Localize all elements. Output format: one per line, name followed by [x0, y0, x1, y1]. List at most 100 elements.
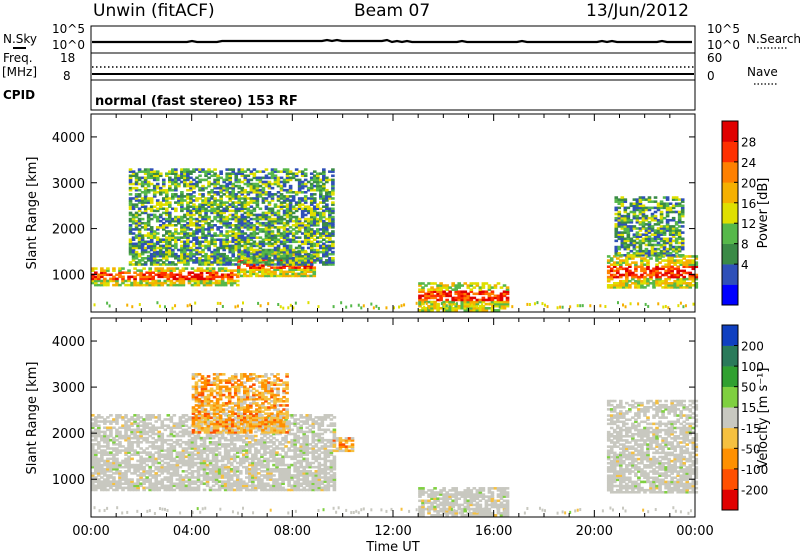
echo-cell [668, 233, 673, 236]
echo-cell [124, 420, 128, 423]
echo-cell [303, 250, 308, 254]
echo-cell [623, 241, 628, 245]
echo-cell [276, 244, 281, 248]
echo-cell [161, 180, 166, 184]
echo-cell [615, 281, 620, 285]
echo-cell [219, 230, 223, 233]
echo-cell [267, 221, 272, 225]
echo-cell [243, 188, 248, 192]
echo-cell [276, 232, 281, 235]
echo-cell [148, 459, 152, 463]
echo-cell [652, 269, 656, 273]
echo-cell [193, 443, 198, 446]
echo-cell [617, 237, 622, 241]
echo-cell [231, 224, 236, 227]
echo-cell [676, 269, 680, 273]
echo-cell [614, 229, 619, 232]
echo-cell [137, 176, 142, 180]
echo-cell [306, 257, 311, 260]
echo-cell [671, 196, 676, 199]
echo-cell [94, 472, 98, 475]
echo-cell [189, 221, 193, 225]
echo-cell [300, 257, 305, 260]
echo-cell [161, 182, 166, 186]
echo-cell [180, 224, 184, 227]
echo-cell [146, 221, 151, 225]
echo-cell [140, 246, 145, 250]
echo-cell [255, 188, 260, 192]
echo-cell [201, 226, 205, 229]
echo-cell [124, 434, 128, 438]
echo-cell [682, 271, 687, 275]
echo-cell [273, 266, 277, 269]
echo-cell [169, 484, 174, 488]
echo-cell [291, 205, 296, 208]
echo-cell [149, 201, 154, 204]
echo-cell [460, 292, 465, 296]
echo-cell [609, 269, 614, 273]
echo-cell [175, 461, 180, 465]
echo-cell [505, 286, 510, 289]
echo-cell [121, 445, 125, 448]
echo-cell [139, 467, 143, 471]
echo-cell [142, 482, 146, 486]
echo-cell [97, 414, 101, 417]
echo-cell [196, 281, 201, 285]
echo-cell [628, 286, 632, 289]
echo-cell [205, 432, 210, 436]
echo-cell [234, 236, 239, 239]
echo-cell [210, 209, 214, 213]
echo-cell [647, 241, 652, 245]
echo-cell [139, 275, 143, 279]
echo-cell [146, 172, 151, 175]
echo-cell [294, 259, 299, 262]
echo-cell [653, 206, 658, 210]
echo-cell [294, 254, 299, 258]
echo-cell [109, 451, 113, 454]
echo-cell [181, 283, 186, 287]
echo-cell [136, 428, 140, 432]
echo-cell [231, 184, 236, 188]
echo-cell [315, 205, 320, 208]
echo-cell [121, 275, 125, 279]
echo-cell [198, 236, 202, 239]
echo-cell [202, 281, 207, 285]
echo-cell [181, 476, 186, 479]
echo-cell [243, 215, 248, 219]
echo-cell [106, 273, 110, 277]
echo-cell [328, 195, 332, 198]
echo-cell [650, 249, 655, 253]
echo-cell [157, 480, 162, 483]
echo-cell [249, 201, 254, 204]
echo-cell [213, 191, 217, 194]
echo-cell [100, 445, 104, 448]
echo-cell [649, 257, 653, 260]
echo-cell [169, 283, 174, 287]
echo-cell [270, 274, 274, 278]
echo-cell [124, 463, 128, 467]
echo-cell [264, 182, 269, 186]
echo-cell [237, 186, 242, 190]
echo-cell [273, 272, 277, 276]
echo-cell [315, 252, 320, 256]
echo-cell [276, 209, 281, 213]
echo-cell [637, 277, 641, 281]
echo-cell [246, 274, 250, 278]
echo-cell [169, 267, 174, 270]
echo-cell [158, 259, 163, 262]
echo-cell [210, 182, 214, 186]
echo-cell [204, 170, 208, 173]
echo-cell [261, 244, 266, 248]
echo-cell [288, 232, 293, 235]
echo-cell [166, 453, 171, 457]
echo-cell [258, 246, 263, 250]
echo-cell [620, 196, 625, 199]
echo-cell [294, 178, 299, 182]
echo-cell [207, 172, 211, 175]
echo-cell [154, 474, 159, 477]
echo-cell [94, 457, 98, 461]
echo-cell [146, 234, 151, 237]
echo-cell [161, 211, 166, 215]
echo-cell [118, 484, 122, 488]
echo-cell [285, 172, 290, 175]
